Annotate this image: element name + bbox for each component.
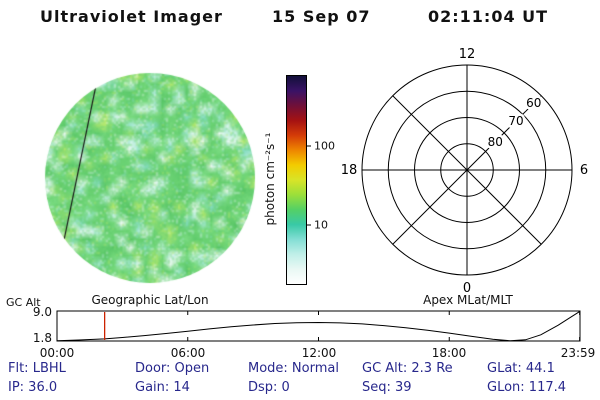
svg-text:12: 12 <box>459 47 476 62</box>
header-time: 02:11:04 UT <box>428 7 548 26</box>
tick-mark <box>306 145 311 146</box>
status-gcalt: GC Alt: 2.3 Re <box>362 361 453 376</box>
colorbar-axis-label: photon cm⁻²s⁻¹ <box>263 69 277 289</box>
header-date: 15 Sep 07 <box>272 7 371 26</box>
status-mode: Mode: Normal <box>248 361 339 376</box>
colorbar-tick-10: 10 <box>306 218 328 231</box>
xtick-1800: 18:00 <box>427 346 471 360</box>
svg-text:18: 18 <box>341 163 358 178</box>
xtick-1200: 12:00 <box>297 346 341 360</box>
status-door: Door: Open <box>135 361 209 376</box>
xtick-0000: 00:00 <box>35 346 79 360</box>
gc-alt-ymin: 1.8 <box>22 331 52 345</box>
status-flt: Flt: LBHL <box>8 361 66 376</box>
colorbar: 100 10 <box>286 75 307 285</box>
svg-text:80: 80 <box>488 135 503 149</box>
uvi-display: Ultraviolet Imager 15 Sep 07 02:11:04 UT… <box>0 0 600 400</box>
status-glat: GLat: 44.1 <box>487 361 555 376</box>
colorbar-gradient <box>287 76 306 284</box>
status-glon: GLon: 117.4 <box>487 380 566 395</box>
status-dsp: Dsp: 0 <box>248 380 290 395</box>
status-seq: Seq: 39 <box>362 380 412 395</box>
xtick-2359: 23:59 <box>556 346 600 360</box>
uv-disk-image <box>44 72 256 284</box>
svg-text:60: 60 <box>526 96 541 110</box>
gc-alt-ymax: 9.0 <box>22 305 52 319</box>
status-gain: Gain: 14 <box>135 380 190 395</box>
colorbar-tick-label: 10 <box>314 218 328 231</box>
page-title: Ultraviolet Imager <box>40 7 223 26</box>
colorbar-tick-label: 100 <box>314 139 335 152</box>
colorbar-tick-100: 100 <box>306 139 335 152</box>
xtick-0600: 06:00 <box>166 346 210 360</box>
polar-grid: 12018 6607080 <box>335 35 595 305</box>
status-ip: IP: 36.0 <box>8 380 57 395</box>
svg-text:6: 6 <box>580 163 588 178</box>
tick-mark <box>306 224 311 225</box>
svg-text:70: 70 <box>508 114 523 128</box>
